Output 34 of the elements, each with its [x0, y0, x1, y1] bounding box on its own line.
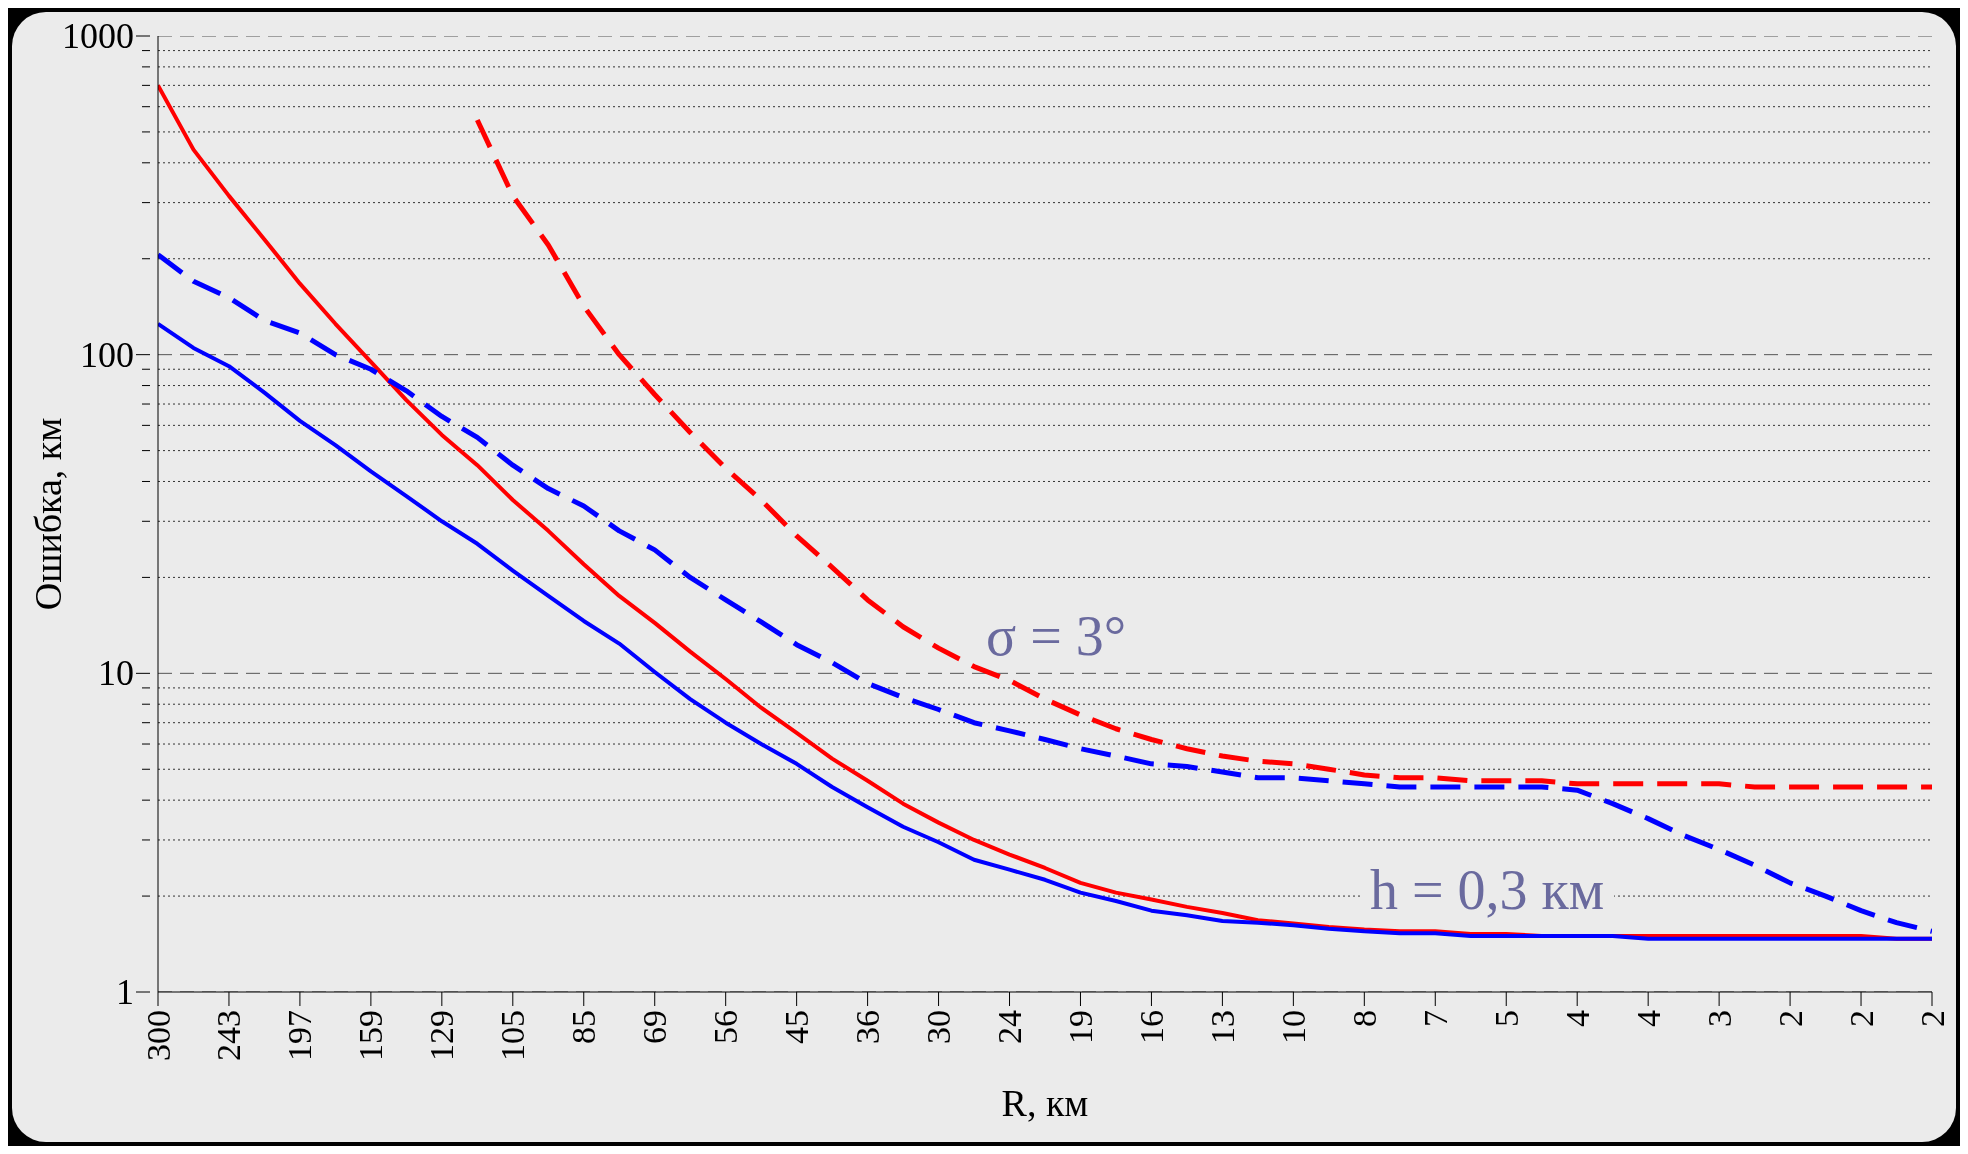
x-tick-label: 19: [1061, 1010, 1099, 1044]
x-tick-label: 7: [1416, 1010, 1454, 1027]
y-tick-label: 100: [80, 334, 134, 375]
x-tick-label: 3: [1700, 1010, 1738, 1027]
x-tick-label: 2: [1771, 1010, 1809, 1027]
x-tick-label: 24: [991, 1010, 1029, 1044]
x-tick-label: 129: [423, 1010, 461, 1061]
y-tick-label: 1000: [62, 16, 134, 56]
x-tick-label: 2: [1913, 1010, 1951, 1027]
x-tick-label: 105: [494, 1010, 532, 1061]
x-tick-label: 30: [920, 1010, 958, 1044]
x-tick-label: 5: [1487, 1010, 1525, 1027]
x-tick-label: 8: [1345, 1010, 1383, 1027]
x-tick-label: 69: [636, 1010, 674, 1044]
x-tick-label: 16: [1132, 1010, 1170, 1044]
y-tick-label: 1: [116, 972, 134, 1012]
x-tick-label: 197: [281, 1010, 319, 1061]
x-tick-label: 300: [139, 1010, 177, 1061]
x-tick-label: 2: [1842, 1010, 1880, 1027]
y-axis-title: Ошибка, км: [27, 417, 70, 611]
annotation: h = 0,3 км: [1360, 859, 1615, 922]
x-tick-label: 159: [352, 1010, 390, 1061]
x-tick-label: 45: [778, 1010, 816, 1044]
x-tick-label: 85: [565, 1010, 603, 1044]
annotation: σ = 3°: [985, 605, 1128, 668]
x-tick-label: 10: [1274, 1010, 1312, 1044]
x-tick-label: 243: [210, 1010, 248, 1061]
x-tick-label: 56: [707, 1010, 745, 1044]
x-tick-label: 36: [849, 1010, 887, 1044]
x-tick-label: 13: [1203, 1010, 1241, 1044]
x-tick-label: 4: [1558, 1010, 1596, 1027]
x-tick-label: 4: [1629, 1010, 1667, 1027]
y-tick-label: 10: [98, 653, 134, 694]
x-axis-title: R, км: [1001, 1082, 1089, 1124]
